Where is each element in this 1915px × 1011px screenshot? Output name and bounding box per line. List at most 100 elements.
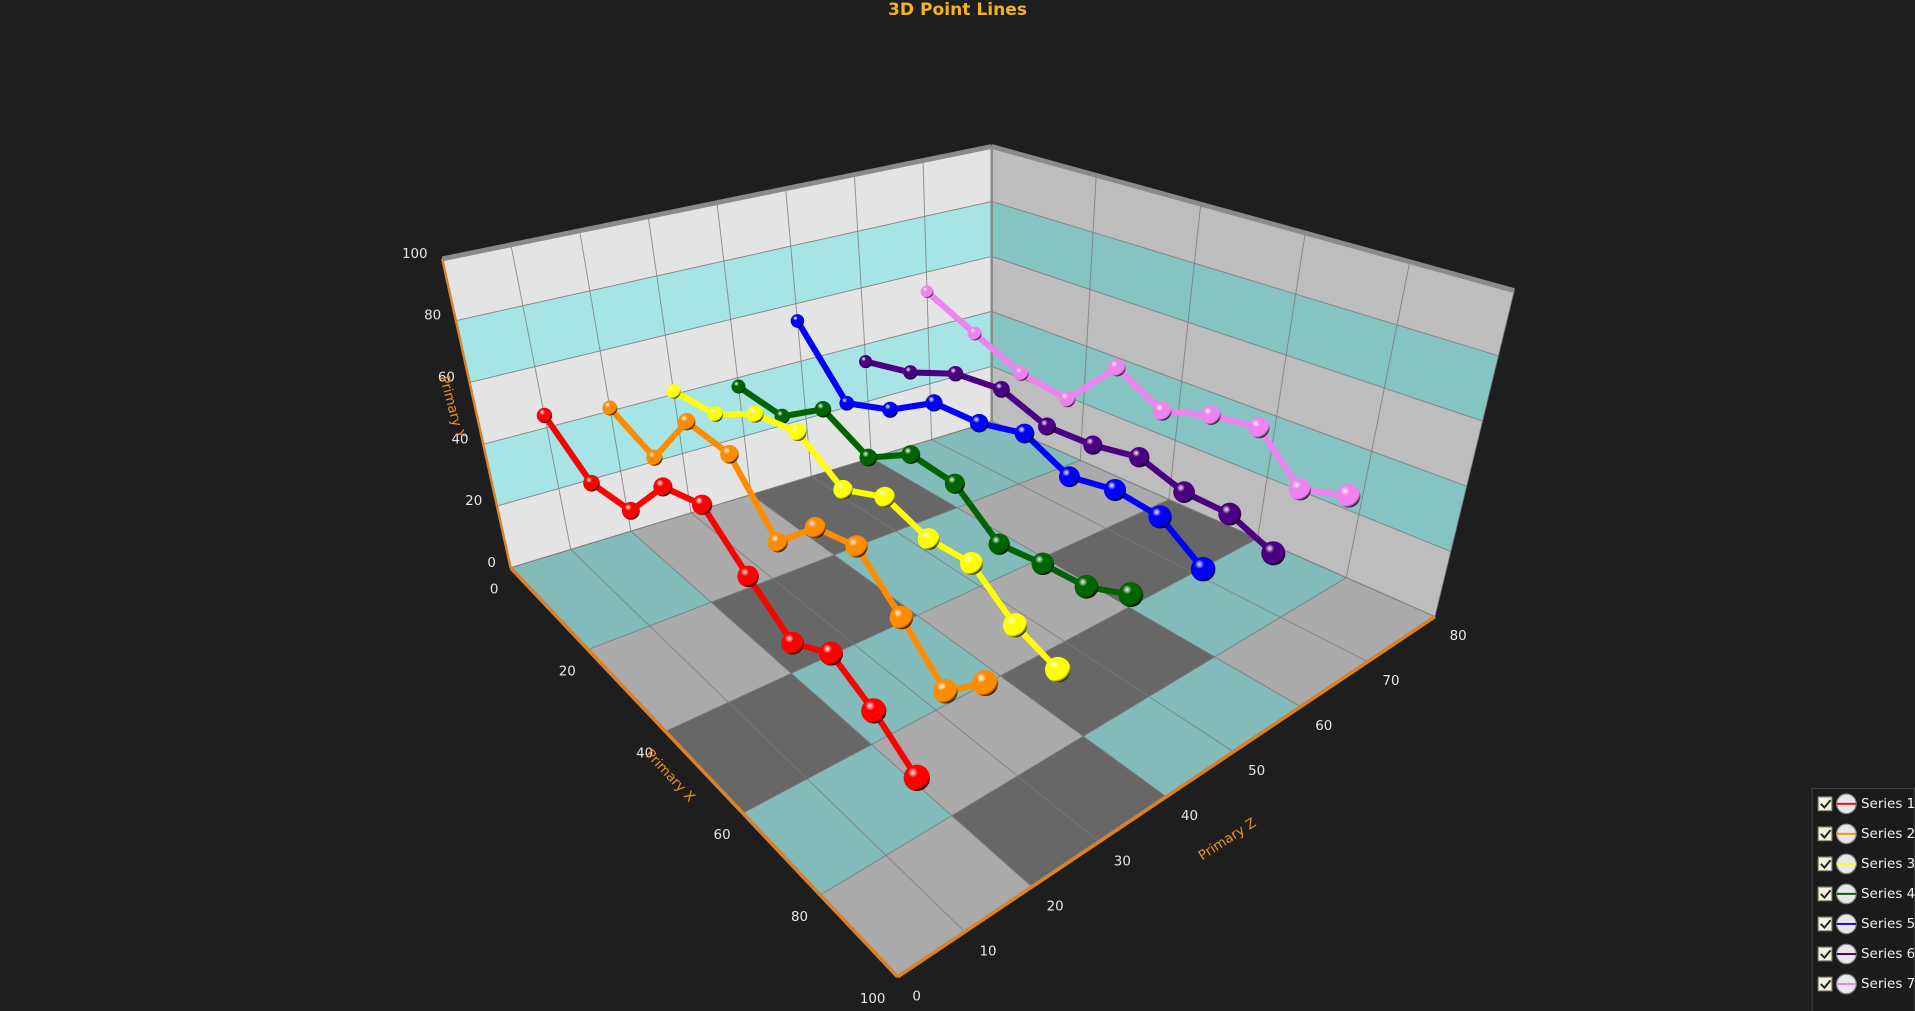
grid-line (1257, 232, 1306, 539)
data-point (944, 473, 965, 494)
right-wall-band (991, 256, 1483, 487)
legend-item[interactable]: Series 4 (1817, 883, 1915, 905)
data-point (859, 355, 873, 369)
legend-item[interactable]: Series 5 (1817, 913, 1915, 935)
data-point (790, 314, 805, 328)
data-point (1218, 502, 1242, 526)
data-point (861, 698, 887, 724)
left-wall-band (455, 201, 992, 383)
data-point (903, 365, 918, 380)
grid-line (991, 310, 1467, 487)
z-tick-label: 60 (1315, 719, 1332, 734)
grid-line (647, 216, 692, 513)
legend-checkbox[interactable] (1817, 796, 1833, 812)
x-tick-label: 0 (490, 583, 499, 598)
data-point (1118, 582, 1144, 608)
data-point (1059, 390, 1076, 408)
right-wall-band (991, 201, 1499, 422)
chart-title: 3D Point Lines (888, 0, 1027, 20)
data-point (988, 533, 1010, 555)
data-point (781, 631, 805, 655)
grid-line (630, 530, 1033, 888)
data-point (720, 445, 739, 464)
data-point (819, 641, 843, 666)
y-tick-label: 0 (487, 556, 496, 571)
grid-line (811, 475, 1234, 753)
floor-cell (951, 736, 1167, 887)
legend-item[interactable]: Series 3 (1817, 853, 1915, 875)
right-wall-band (991, 146, 1515, 356)
axis-line (441, 258, 512, 569)
data-point (653, 477, 673, 497)
data-point (814, 401, 832, 418)
legend: Series 1 Series 2 Series 3 Series 4 Series 5… (1811, 787, 1915, 1011)
z-tick-label: 40 (1181, 809, 1198, 824)
legend-checkbox[interactable] (1817, 946, 1833, 962)
legend-checkbox[interactable] (1817, 826, 1833, 842)
z-tick-label: 80 (1450, 629, 1467, 644)
data-point (767, 532, 788, 553)
data-point (917, 528, 940, 550)
data-point (707, 406, 724, 422)
z-tick-label: 10 (979, 944, 996, 959)
y-axis-title: Primary Y (436, 374, 467, 441)
data-point (901, 445, 921, 465)
grid-line (991, 201, 1499, 357)
legend-checkbox[interactable] (1817, 886, 1833, 902)
series-line (794, 317, 1207, 573)
data-point (737, 565, 759, 588)
check-mark (1820, 829, 1832, 839)
grid-line (991, 420, 1436, 618)
grid-line (690, 512, 1100, 843)
data-point (788, 422, 807, 442)
grid-line (853, 174, 872, 458)
legend-checkbox[interactable] (1817, 856, 1833, 872)
data-point (1261, 541, 1286, 566)
legend-checkbox[interactable] (1817, 916, 1833, 932)
data-point (646, 449, 663, 466)
data-point (746, 405, 764, 423)
legend-item[interactable]: Series 7 (1817, 973, 1915, 995)
z-axis-title: Primary Z (1196, 816, 1259, 864)
y-tick-label: 20 (465, 494, 482, 509)
data-point (691, 494, 713, 515)
grid-line (1079, 175, 1097, 461)
legend-item[interactable]: Series 6 (1817, 943, 1915, 965)
data-point (1190, 556, 1216, 582)
grid-line (1434, 290, 1515, 617)
series-line (923, 288, 1352, 499)
data-point (969, 413, 989, 433)
data-point (1058, 466, 1080, 488)
data-point (1103, 478, 1127, 502)
series-line (670, 388, 1061, 673)
legend-item[interactable]: Series 1 (1817, 793, 1915, 815)
check-mark (1820, 889, 1832, 900)
legend-label: Series 3 (1861, 857, 1915, 872)
left-wall-band (496, 366, 992, 568)
floor-cell (1214, 577, 1435, 707)
series-line (735, 383, 1134, 598)
legend-label: Series 4 (1861, 887, 1915, 902)
legend-checkbox[interactable] (1817, 976, 1833, 992)
z-tick-label: 70 (1382, 674, 1399, 689)
data-point (1129, 446, 1150, 468)
y-tick-label: 60 (438, 371, 455, 386)
x-tick-label: 40 (636, 746, 653, 761)
check-mark (1820, 979, 1832, 990)
data-point (882, 401, 899, 418)
data-point (1013, 365, 1029, 381)
data-point (1288, 478, 1312, 501)
data-point (967, 326, 982, 341)
legend-label: Series 7 (1861, 977, 1915, 992)
axis-line (896, 615, 1436, 979)
z-tick-label: 30 (1114, 854, 1131, 869)
data-point (1336, 483, 1361, 508)
data-point (1002, 613, 1028, 638)
floor-cell (1043, 499, 1258, 608)
legend-item[interactable]: Series 2 (1817, 823, 1915, 845)
data-point (889, 605, 914, 630)
data-point (959, 551, 983, 575)
data-point (903, 764, 931, 792)
grid-line (931, 439, 1368, 663)
